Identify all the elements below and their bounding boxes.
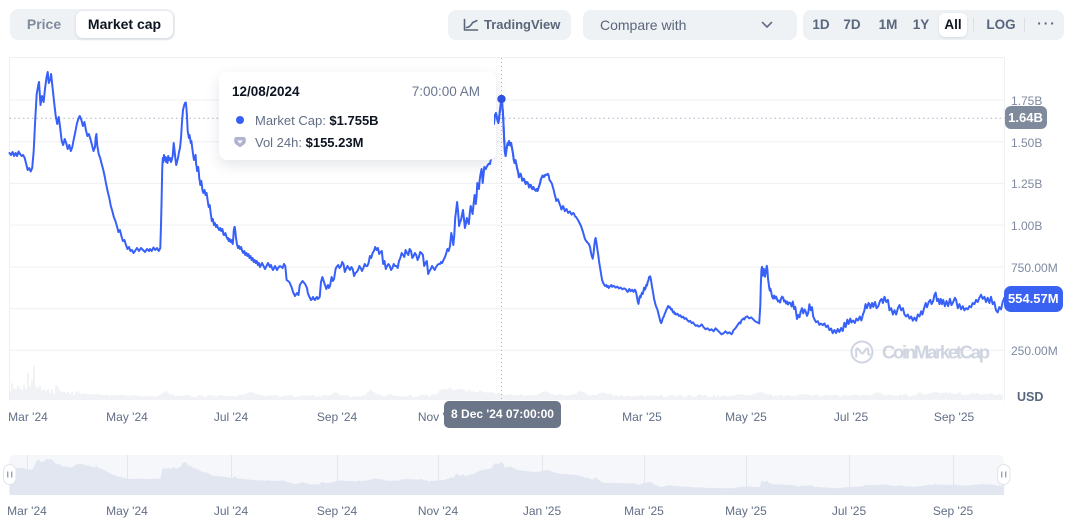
svg-text:CoinMarketCap: CoinMarketCap [882,342,990,363]
